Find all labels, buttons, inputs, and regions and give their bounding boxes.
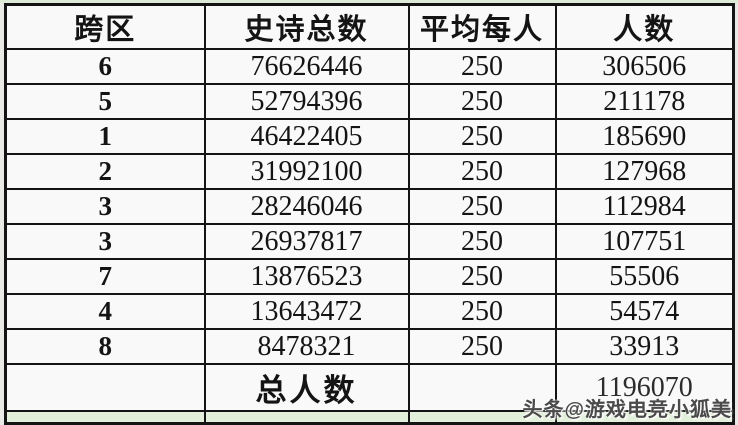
cell-avg: 250 <box>407 258 557 295</box>
table-row: 4 13643472 250 54574 <box>4 293 735 330</box>
table-header-row: 跨区 史诗总数 平均每人 人数 <box>4 3 735 50</box>
table-row: 3 26937817 250 107751 <box>4 223 735 260</box>
cell-people: 33913 <box>554 328 735 365</box>
cell-epic-total: 13876523 <box>203 258 410 295</box>
partial-cell <box>4 410 206 424</box>
cell-region: 3 <box>4 188 206 225</box>
cell-epic-total: 13643472 <box>203 293 410 330</box>
partial-cell <box>407 410 557 424</box>
top-partial-row-strip <box>0 0 738 3</box>
cell-region: 5 <box>4 83 206 120</box>
cell-people: 127968 <box>554 153 735 190</box>
total-row: 总人数 1196070 <box>4 363 735 412</box>
total-empty-cell <box>407 363 557 412</box>
cell-region: 2 <box>4 153 206 190</box>
cell-people: 55506 <box>554 258 735 295</box>
cell-epic-total: 52794396 <box>203 83 410 120</box>
table-row: 3 28246046 250 112984 <box>4 188 735 225</box>
toutiao-watermark: 头条@游戏电竞小狐美 <box>522 399 732 421</box>
cell-region: 7 <box>4 258 206 295</box>
table-row: 5 52794396 250 211178 <box>4 83 735 120</box>
cell-epic-total: 28246046 <box>203 188 410 225</box>
cell-region: 3 <box>4 223 206 260</box>
cell-region: 8 <box>4 328 206 365</box>
cell-people: 211178 <box>554 83 735 120</box>
total-label: 总人数 <box>203 363 410 412</box>
cell-region: 6 <box>4 48 206 85</box>
partial-cell <box>554 410 735 424</box>
cell-people: 54574 <box>554 293 735 330</box>
cell-epic-total: 31992100 <box>203 153 410 190</box>
header-people-count: 人数 <box>554 3 735 50</box>
cell-region: 1 <box>4 118 206 155</box>
table-row: 7 13876523 250 55506 <box>4 258 735 295</box>
cell-avg: 250 <box>407 328 557 365</box>
partial-next-row <box>4 410 735 424</box>
cell-epic-total: 76626446 <box>203 48 410 85</box>
cell-people: 185690 <box>554 118 735 155</box>
cell-avg: 250 <box>407 83 557 120</box>
table-row: 8 8478321 250 33913 <box>4 328 735 365</box>
cell-avg: 250 <box>407 48 557 85</box>
total-empty-cell <box>4 363 206 412</box>
cell-avg: 250 <box>407 118 557 155</box>
cell-avg: 250 <box>407 223 557 260</box>
cell-avg: 250 <box>407 153 557 190</box>
cell-epic-total: 8478321 <box>203 328 410 365</box>
partial-cell <box>203 410 410 424</box>
cell-people: 107751 <box>554 223 735 260</box>
cell-people: 306506 <box>554 48 735 85</box>
header-avg-per-person: 平均每人 <box>407 3 557 50</box>
header-region: 跨区 <box>4 3 206 50</box>
cell-avg: 250 <box>407 293 557 330</box>
total-value: 1196070 <box>554 363 735 412</box>
epic-count-table: 跨区 史诗总数 平均每人 人数 6 76626446 250 306506 5 … <box>4 3 735 425</box>
table-row: 2 31992100 250 127968 <box>4 153 735 190</box>
cell-avg: 250 <box>407 188 557 225</box>
table-row: 1 46422405 250 185690 <box>4 118 735 155</box>
cell-epic-total: 26937817 <box>203 223 410 260</box>
header-epic-total: 史诗总数 <box>203 3 410 50</box>
cell-epic-total: 46422405 <box>203 118 410 155</box>
table-row: 6 76626446 250 306506 <box>4 48 735 85</box>
cell-region: 4 <box>4 293 206 330</box>
cell-people: 112984 <box>554 188 735 225</box>
